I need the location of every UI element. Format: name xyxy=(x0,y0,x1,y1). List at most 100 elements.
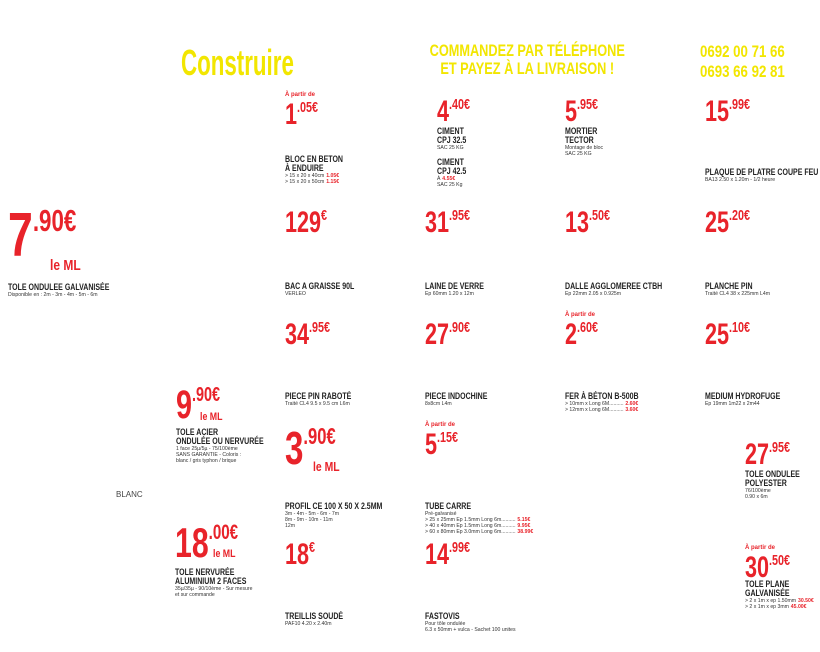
product-name: BLOC EN BETON À ENDUIRE > 15 x 20 x 40cm 1.… xyxy=(285,155,425,186)
product-name: FASTOVIS Pour tôle ondulée 6.3 x 50mm + vu… xyxy=(425,611,565,634)
product-name: TREILLIS SOUDÉ PAF10 4.20 x 2.40m xyxy=(285,612,425,628)
product-name: PLAQUE DE PLATRE COUPE FEU BA13 2.50 x 1.… xyxy=(705,167,820,184)
from-label: À partir de xyxy=(565,312,596,318)
detail: Ep 60mm 1.20 x 12m xyxy=(425,291,474,297)
price-dec: .60€ xyxy=(577,319,599,336)
price-int: 27 xyxy=(745,438,770,471)
price-dec: .95€ xyxy=(449,207,471,224)
detail-text: > 40 x 40mm Ep 1.5mm Long 6m.......... xyxy=(425,523,516,529)
name-line: TOLE ONDULEE GALVANISÉE xyxy=(8,282,110,292)
price-dec: .90€ xyxy=(32,203,77,238)
price-int: 5 xyxy=(425,428,438,461)
detail-text: > 15 x 20 x 50cm xyxy=(285,179,325,185)
unit: le ML xyxy=(200,411,223,423)
detail: blanc / gris typhon / brique xyxy=(176,458,237,464)
price: 4.40€ xyxy=(437,97,470,127)
name-line: ALUMINIUM 2 FACES xyxy=(175,576,247,586)
order-line: ET PAYEZ À LA LIVRAISON ! xyxy=(440,59,615,78)
name-line: PIECE INDOCHINE xyxy=(425,391,488,401)
name-line: FASTOVIS xyxy=(425,611,460,621)
unit: le ML xyxy=(313,459,340,474)
name-line: PIECE PIN RABOTÉ xyxy=(285,391,352,401)
detail: 8m - 9m - 10m - 11m xyxy=(285,517,333,523)
detail: SANS GARANTIE - Coloris : xyxy=(176,452,242,458)
detail: Traité CL4 9.5 x 9.5 cm L6m xyxy=(285,401,350,407)
unit: le ML xyxy=(213,548,236,560)
product-name: DALLE AGGLOMEREE CTBH Ep 22mm 2.05 x 0.92… xyxy=(565,281,705,298)
name-line: DALLE AGGLOMEREE CTBH xyxy=(565,281,663,291)
menu-item: BLANC xyxy=(116,490,143,499)
detail: Pré-galvanisé xyxy=(425,511,457,517)
detail-text: > 12mm x Long 6M.......... xyxy=(565,407,624,413)
title: Construire xyxy=(181,42,294,83)
price-int: 1 xyxy=(285,98,298,131)
detail-price: 30.50€ xyxy=(797,598,814,604)
price: 5.95€ xyxy=(565,97,598,127)
product-name: LAINE DE VERRE Ep 60mm 1.20 x 12m xyxy=(425,282,565,298)
phone: 0692 00 71 66 xyxy=(700,42,785,61)
name-line: TOLE NERVURÉE xyxy=(175,567,235,577)
price-int: 31 xyxy=(425,206,450,239)
detail: BA13 2.50 x 1.20m - 1/2 heure xyxy=(705,177,776,183)
detail: Disponible en : 2m - 3m - 4m - 5m - 6m xyxy=(8,292,98,298)
price-int: 9 xyxy=(176,383,193,427)
name-line: TOLE ACIER xyxy=(176,427,219,437)
price-dec: .40€ xyxy=(449,96,471,113)
detail: Ep 22mm 2.05 x 0.925m xyxy=(565,291,622,297)
price-dec: .95€ xyxy=(577,96,599,113)
detail-price: 9.95€ xyxy=(517,523,531,529)
price-int: 34 xyxy=(285,318,310,351)
phone: 0693 66 92 81 xyxy=(700,62,785,81)
detail: > 15 x 20 x 40cm 1.05€ xyxy=(285,173,453,179)
price-dec: .20€ xyxy=(729,207,751,224)
price: 25.20€ xyxy=(705,208,750,238)
product-name: TOLE ACIER ONDULÉE OU NERVURÉE 1 face 25µ/… xyxy=(176,427,316,465)
product-name: FER À BÉTON B-500B > 10mm x Long 6M......… xyxy=(565,391,705,414)
price-dec: .05€ xyxy=(297,99,319,116)
price-int: 14 xyxy=(425,538,450,571)
detail-text: > 25 x 25mm Ep 1.5mm Long 6m.......... xyxy=(425,517,516,523)
price: 3.90€ xyxy=(285,425,336,472)
detail: > 2 x 1m x ep 1.50mm 30.50€ xyxy=(745,598,820,604)
product-name: PLANCHE PIN Traité CL4 38 x 225mm L4m xyxy=(705,281,820,298)
price: 30.50€ xyxy=(745,553,790,583)
price: 9.90€ xyxy=(176,385,220,425)
name-line: PLAQUE DE PLATRE COUPE FEU xyxy=(705,167,819,177)
name-line: FER À BÉTON B-500B xyxy=(565,391,639,401)
product-name: CIMENT CPJ 42.5 À 4.55€ SAC 25 Kg xyxy=(437,158,577,189)
price-dec: .99€ xyxy=(729,96,751,113)
name-line: GALVANISÉE xyxy=(745,588,790,598)
product-name: PIECE INDOCHINE 8x8cm L4m xyxy=(425,391,565,408)
detail-price: 1.05€ xyxy=(326,173,340,179)
name-line: PLANCHE PIN xyxy=(705,281,753,291)
detail: 1 face 25µ/5µ - 75/100ème xyxy=(176,446,238,452)
detail: 12m xyxy=(285,523,296,529)
price: 7.90€ xyxy=(8,205,76,267)
detail-text: > 15 x 20 x 40cm xyxy=(285,173,325,179)
price-dec: .10€ xyxy=(729,319,751,336)
price: 13.50€ xyxy=(565,208,610,238)
detail-text: > 2 x 1m x ep 3mm xyxy=(745,604,789,610)
price-int: 27 xyxy=(425,318,450,351)
price: 18.00€ xyxy=(175,522,238,564)
product-name: TOLE ONDULEE POLYESTER 76/100ème 0.90 x 6m xyxy=(745,469,820,501)
unit: le ML xyxy=(50,257,81,274)
detail: Traité CL4 38 x 225mm L4m xyxy=(705,291,771,297)
price-dec: .90€ xyxy=(192,384,221,406)
detail-text: À xyxy=(437,176,441,182)
name-line: TOLE ONDULEE xyxy=(745,469,800,479)
name-line: CPJ 32.5 xyxy=(437,135,467,145)
from-label: À partir de xyxy=(285,92,316,98)
price-dec: .99€ xyxy=(449,539,471,556)
detail: VERLEO xyxy=(285,291,306,297)
detail: PAF10 4.20 x 2.40m xyxy=(285,621,332,627)
detail-price: 45.00€ xyxy=(790,604,807,610)
detail: 6.3 x 50mm + vulca - Sachet 100 unites xyxy=(425,627,516,633)
detail: > 12mm x Long 6M.......... 3.60€ xyxy=(565,407,733,413)
detail: Ep 19mm 1m22 x 2m44 xyxy=(705,401,760,407)
name-line: POLYESTER xyxy=(745,478,787,488)
detail: 0.90 x 6m xyxy=(745,494,768,500)
price: 5.15€ xyxy=(425,430,458,460)
price: 129€ xyxy=(285,208,327,238)
